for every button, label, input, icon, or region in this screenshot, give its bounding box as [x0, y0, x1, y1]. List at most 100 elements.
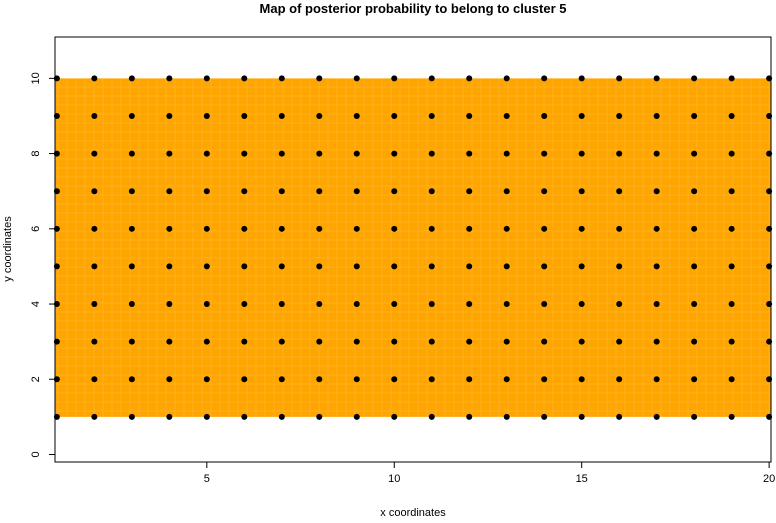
- site-point: [166, 301, 173, 308]
- site-point: [541, 338, 548, 345]
- site-point: [728, 413, 735, 420]
- site-point: [466, 301, 473, 308]
- site-point: [391, 338, 398, 345]
- site-point: [691, 112, 698, 119]
- site-point: [428, 75, 435, 82]
- x-axis-label: x coordinates: [380, 507, 446, 518]
- site-point: [616, 150, 623, 157]
- site-point: [503, 263, 510, 270]
- site-point: [578, 376, 585, 383]
- site-point: [278, 338, 285, 345]
- site-point: [391, 75, 398, 82]
- site-point: [728, 188, 735, 195]
- site-point: [691, 263, 698, 270]
- site-point: [503, 188, 510, 195]
- site-point: [466, 413, 473, 420]
- site-point: [616, 75, 623, 82]
- site-point: [503, 75, 510, 82]
- site-point: [128, 263, 135, 270]
- site-point: [728, 338, 735, 345]
- site-point: [353, 263, 360, 270]
- site-point: [203, 301, 210, 308]
- site-point: [616, 413, 623, 420]
- site-point: [428, 338, 435, 345]
- site-point: [691, 301, 698, 308]
- site-point: [428, 301, 435, 308]
- site-point: [241, 301, 248, 308]
- plot-frame: [54, 36, 772, 463]
- site-point: [278, 112, 285, 119]
- site-point: [353, 338, 360, 345]
- site-point: [166, 112, 173, 119]
- site-point: [241, 338, 248, 345]
- site-point: [278, 301, 285, 308]
- site-point: [128, 188, 135, 195]
- site-point: [278, 75, 285, 82]
- site-point: [91, 338, 98, 345]
- site-point: [391, 301, 398, 308]
- site-point: [241, 225, 248, 232]
- site-point: [428, 150, 435, 157]
- site-point: [203, 225, 210, 232]
- site-point: [503, 225, 510, 232]
- site-point: [128, 413, 135, 420]
- site-point: [653, 338, 660, 345]
- site-point: [353, 112, 360, 119]
- site-point: [241, 112, 248, 119]
- site-point: [616, 301, 623, 308]
- site-point: [391, 376, 398, 383]
- site-point: [466, 188, 473, 195]
- site-point: [616, 225, 623, 232]
- site-point: [728, 376, 735, 383]
- site-point: [728, 301, 735, 308]
- site-point: [128, 338, 135, 345]
- probability-surface: [55, 78, 771, 417]
- site-point: [428, 225, 435, 232]
- site-point: [653, 301, 660, 308]
- site-point: [203, 338, 210, 345]
- site-point: [316, 301, 323, 308]
- site-point: [578, 263, 585, 270]
- site-point: [241, 188, 248, 195]
- site-point: [391, 413, 398, 420]
- site-point: [91, 188, 98, 195]
- site-point: [278, 188, 285, 195]
- site-point: [391, 112, 398, 119]
- site-point: [541, 301, 548, 308]
- site-point: [578, 301, 585, 308]
- site-point: [653, 225, 660, 232]
- site-point: [241, 75, 248, 82]
- site-point: [278, 225, 285, 232]
- site-point: [353, 150, 360, 157]
- site-point: [691, 376, 698, 383]
- site-point: [316, 75, 323, 82]
- site-point: [653, 413, 660, 420]
- chart-title: Map of posterior probability to belong t…: [260, 1, 567, 16]
- y-tick-label: 10: [30, 72, 42, 84]
- site-point: [391, 150, 398, 157]
- site-point: [541, 75, 548, 82]
- site-point: [616, 263, 623, 270]
- site-point: [316, 188, 323, 195]
- site-point: [541, 112, 548, 119]
- site-point: [503, 376, 510, 383]
- site-point: [278, 263, 285, 270]
- site-point: [691, 338, 698, 345]
- site-point: [203, 75, 210, 82]
- site-point: [316, 263, 323, 270]
- site-point: [241, 413, 248, 420]
- site-point: [128, 225, 135, 232]
- site-point: [578, 413, 585, 420]
- site-point: [653, 376, 660, 383]
- site-point: [316, 150, 323, 157]
- site-point: [278, 150, 285, 157]
- site-point: [241, 263, 248, 270]
- site-point: [691, 188, 698, 195]
- site-point: [466, 75, 473, 82]
- site-point: [428, 263, 435, 270]
- site-point: [616, 112, 623, 119]
- site-point: [653, 112, 660, 119]
- site-point: [353, 188, 360, 195]
- site-point: [578, 150, 585, 157]
- site-point: [503, 112, 510, 119]
